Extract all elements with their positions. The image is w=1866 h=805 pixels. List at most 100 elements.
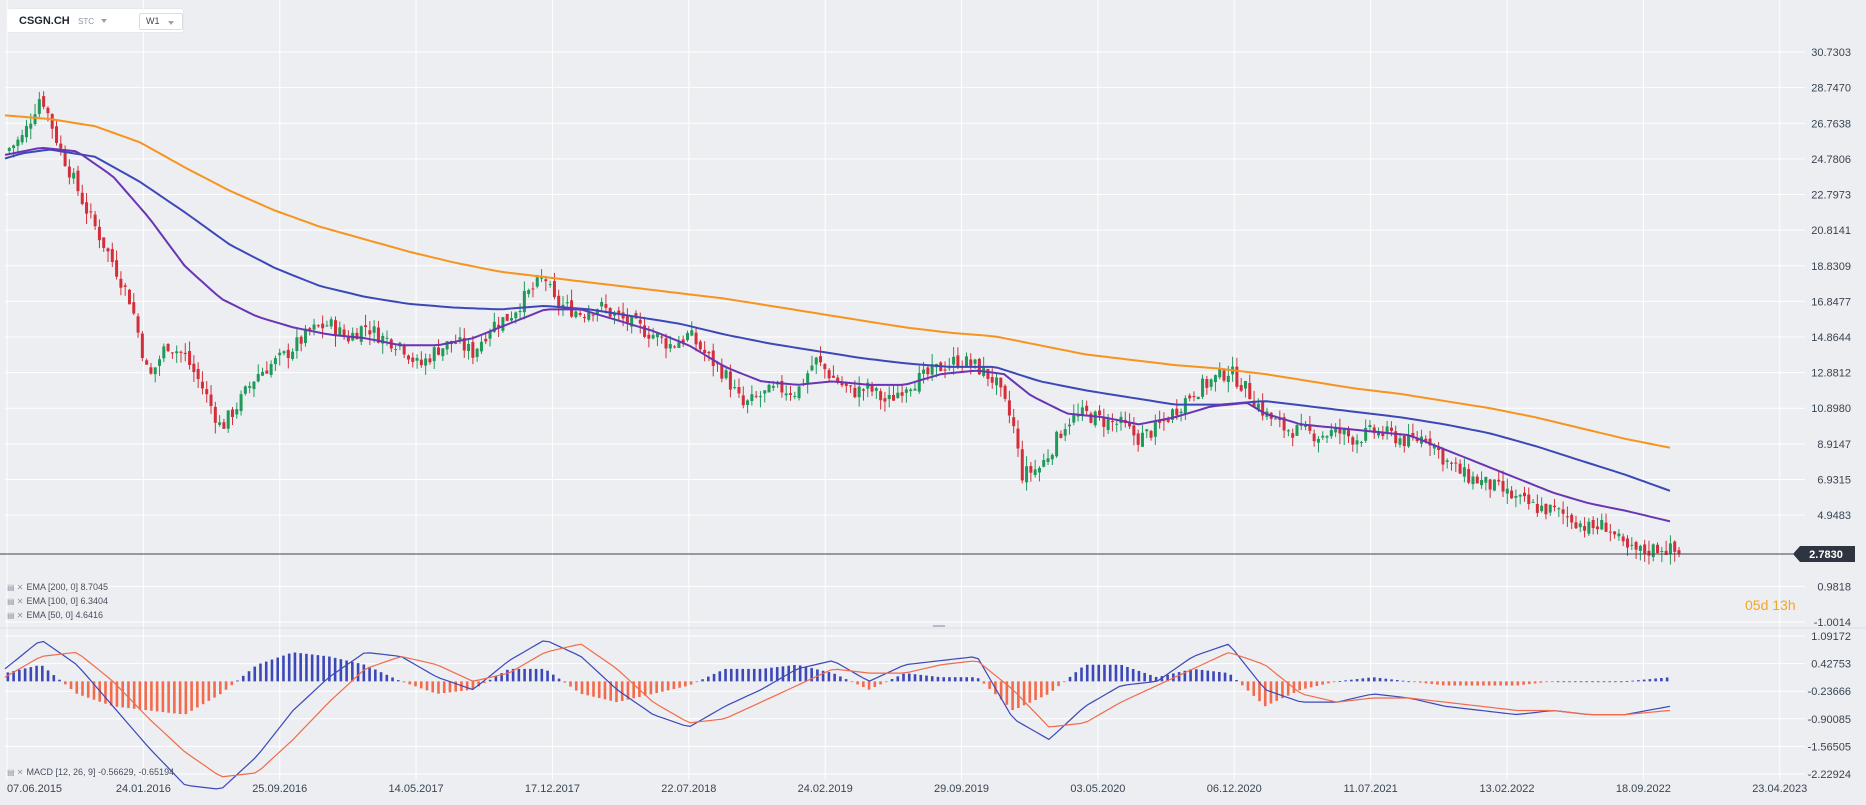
candle-body[interactable] (286, 349, 290, 359)
candle-body[interactable] (1093, 411, 1097, 426)
candle-body[interactable] (1398, 438, 1402, 445)
candle-body[interactable] (372, 326, 376, 333)
candle-body[interactable] (376, 327, 380, 343)
candle-body[interactable] (93, 214, 97, 227)
candle-body[interactable] (385, 337, 389, 339)
candle-body[interactable] (909, 389, 913, 392)
candle-body[interactable] (707, 351, 711, 354)
settings-close-icon[interactable]: ▤ ✕ (7, 768, 24, 777)
candle-body[interactable] (329, 319, 333, 327)
candle-body[interactable] (1102, 417, 1106, 427)
candle-body[interactable] (1677, 550, 1681, 554)
candle-body[interactable] (1471, 476, 1475, 485)
candle-body[interactable] (261, 371, 265, 376)
candle-body[interactable] (364, 325, 368, 328)
candle-body[interactable] (728, 371, 732, 390)
candle-body[interactable] (303, 328, 307, 344)
candle-body[interactable] (685, 332, 689, 341)
candle-body[interactable] (1291, 433, 1295, 438)
ema100-line[interactable] (4, 148, 1671, 492)
candle-body[interactable] (1020, 449, 1024, 481)
candle-body[interactable] (1158, 420, 1162, 423)
candle-body[interactable] (312, 324, 316, 330)
settings-close-icon[interactable]: ▤ ✕ (7, 583, 24, 592)
candle-body[interactable] (441, 348, 445, 357)
candle-body[interactable] (1441, 448, 1445, 465)
legend-ema200[interactable]: ▤ ✕ EMA [200, 0] 8.7045 (7, 582, 108, 592)
candle-body[interactable] (445, 341, 449, 350)
candle-body[interactable] (1140, 432, 1144, 447)
candle-body[interactable] (1063, 429, 1067, 436)
candle-body[interactable] (119, 278, 123, 288)
candle-body[interactable] (1145, 429, 1149, 432)
candle-body[interactable] (46, 107, 50, 114)
candle-body[interactable] (42, 96, 46, 107)
candle-body[interactable] (1346, 430, 1350, 437)
candle-body[interactable] (188, 351, 192, 366)
candle-body[interactable] (625, 316, 629, 324)
candle-body[interactable] (1394, 431, 1398, 444)
symbol-selector[interactable]: CSGN.CH STC W1 (7, 9, 183, 32)
candle-body[interactable] (724, 370, 728, 379)
candle-body[interactable] (1475, 476, 1479, 484)
candle-body[interactable] (1462, 467, 1466, 477)
candle-body[interactable] (1535, 503, 1539, 513)
candle-body[interactable] (750, 394, 754, 401)
candle-body[interactable] (806, 373, 810, 383)
candle-body[interactable] (488, 331, 492, 339)
candle-body[interactable] (1664, 550, 1668, 555)
candle-body[interactable] (1089, 413, 1093, 423)
candle-body[interactable] (458, 337, 462, 342)
candle-body[interactable] (767, 384, 771, 393)
candle-body[interactable] (758, 396, 762, 398)
candle-body[interactable] (475, 348, 479, 357)
candle-body[interactable] (1505, 488, 1509, 494)
candle-body[interactable] (59, 143, 63, 149)
candle-body[interactable] (411, 357, 415, 362)
candle-body[interactable] (557, 295, 561, 307)
candle-body[interactable] (1411, 432, 1415, 438)
candle-body[interactable] (1673, 541, 1677, 552)
candle-body[interactable] (836, 377, 840, 383)
candle-body[interactable] (1553, 505, 1557, 508)
candle-body[interactable] (218, 422, 222, 425)
candle-body[interactable] (140, 333, 144, 359)
candle-body[interactable] (467, 343, 471, 352)
candle-body[interactable] (1080, 407, 1084, 416)
candle-body[interactable] (522, 290, 526, 313)
candle-body[interactable] (1239, 385, 1243, 391)
candle-body[interactable] (415, 358, 419, 361)
candle-body[interactable] (505, 314, 509, 321)
candle-body[interactable] (1106, 419, 1110, 431)
candle-body[interactable] (145, 360, 149, 365)
candle-body[interactable] (964, 356, 968, 367)
chevron-down-icon[interactable] (101, 19, 107, 23)
legend-ema100[interactable]: ▤ ✕ EMA [100, 0] 6.3404 (7, 596, 108, 606)
candle-body[interactable] (1583, 526, 1587, 531)
candle-body[interactable] (1613, 531, 1617, 535)
candle-body[interactable] (698, 341, 702, 350)
candle-body[interactable] (643, 325, 647, 337)
candle-body[interactable] (1381, 432, 1385, 437)
candle-body[interactable] (1098, 410, 1102, 416)
candle-body[interactable] (647, 334, 651, 339)
candle-body[interactable] (29, 123, 33, 129)
candle-body[interactable] (892, 394, 896, 401)
candle-body[interactable] (7, 148, 11, 151)
candle-body[interactable] (990, 377, 994, 383)
candle-body[interactable] (196, 368, 200, 380)
candle-body[interactable] (222, 422, 226, 429)
timeframe-selector[interactable]: W1 (139, 13, 183, 30)
candle-body[interactable] (582, 317, 586, 319)
candle-body[interactable] (72, 172, 76, 179)
candle-body[interactable] (1012, 417, 1016, 427)
candle-body[interactable] (381, 335, 385, 344)
candle-body[interactable] (235, 409, 239, 415)
candle-body[interactable] (788, 393, 792, 395)
candle-body[interactable] (1621, 536, 1625, 542)
candle-body[interactable] (342, 329, 346, 337)
candle-body[interactable] (1548, 504, 1552, 513)
candle-body[interactable] (1484, 476, 1488, 483)
candle-body[interactable] (1325, 436, 1329, 438)
candle-body[interactable] (922, 369, 926, 374)
